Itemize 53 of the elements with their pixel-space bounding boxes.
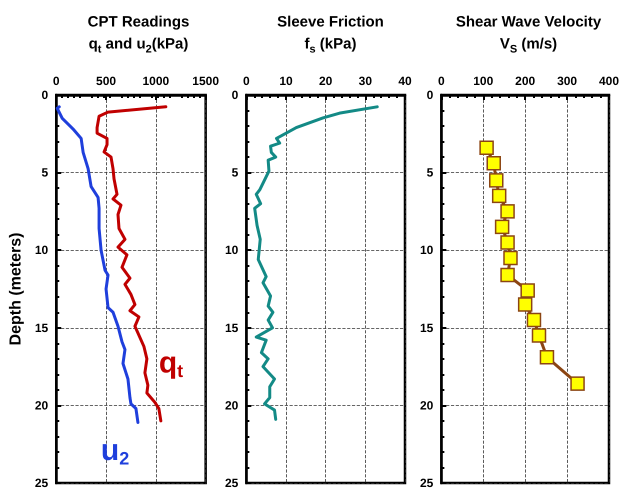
chart-title: Sleeve Friction <box>277 14 384 30</box>
chart-title: Shear Wave Velocity <box>456 14 602 30</box>
point <box>532 328 546 343</box>
x-tick-label: 10 <box>279 74 294 88</box>
point <box>570 376 585 391</box>
point <box>503 250 518 266</box>
line-series <box>253 105 379 421</box>
chart-title: CPT Readings <box>88 14 190 30</box>
point <box>489 173 504 188</box>
y-tick-label: 15 <box>224 320 239 335</box>
point <box>520 283 535 298</box>
point <box>486 156 501 171</box>
line-series <box>56 105 140 424</box>
y-tick-label: 25 <box>224 476 239 490</box>
y-tick-label: 20 <box>34 398 49 412</box>
point <box>479 140 494 156</box>
x-tick-label: 1500 <box>192 74 220 88</box>
y-tick-label: 15 <box>420 320 434 335</box>
x-tick-label: 500 <box>96 74 116 88</box>
x-tick-label: 400 <box>598 74 620 88</box>
x-tick-label: 0 <box>243 74 250 88</box>
y-axis-title: Depth (meters) <box>8 232 24 346</box>
x-tick-label: 40 <box>398 74 412 88</box>
x-tick-label: 0 <box>52 74 60 88</box>
y-tick-label: 5 <box>426 166 434 180</box>
point <box>540 350 554 365</box>
y-tick-label: 25 <box>34 476 49 490</box>
point <box>500 268 515 282</box>
y-tick-label: 5 <box>232 166 239 180</box>
y-tick-label: 20 <box>420 398 434 412</box>
y-tick-label: 0 <box>426 88 434 102</box>
x-tick-label: 200 <box>515 74 536 88</box>
x-tick-label: 0 <box>438 74 446 88</box>
x-tick-label: 100 <box>473 74 494 88</box>
y-tick-label: 0 <box>232 88 239 102</box>
x-tick-label: 20 <box>318 74 333 88</box>
point <box>494 220 510 234</box>
y-tick-label: 10 <box>420 243 434 258</box>
y-tick-label: 20 <box>224 398 239 412</box>
y-tick-label: 10 <box>224 243 239 258</box>
y-tick-label: 5 <box>42 166 49 180</box>
point <box>492 188 506 204</box>
y-tick-label: 15 <box>34 320 49 335</box>
point <box>500 204 515 219</box>
y-tick-label: 0 <box>42 88 49 102</box>
point <box>526 312 542 328</box>
point <box>518 297 532 312</box>
x-tick-label: 1000 <box>142 74 170 88</box>
y-tick-label: 10 <box>34 243 49 258</box>
x-tick-label: 30 <box>358 74 372 88</box>
x-tick-label: 300 <box>557 74 578 88</box>
point <box>500 235 515 250</box>
y-tick-label: 25 <box>420 476 434 490</box>
